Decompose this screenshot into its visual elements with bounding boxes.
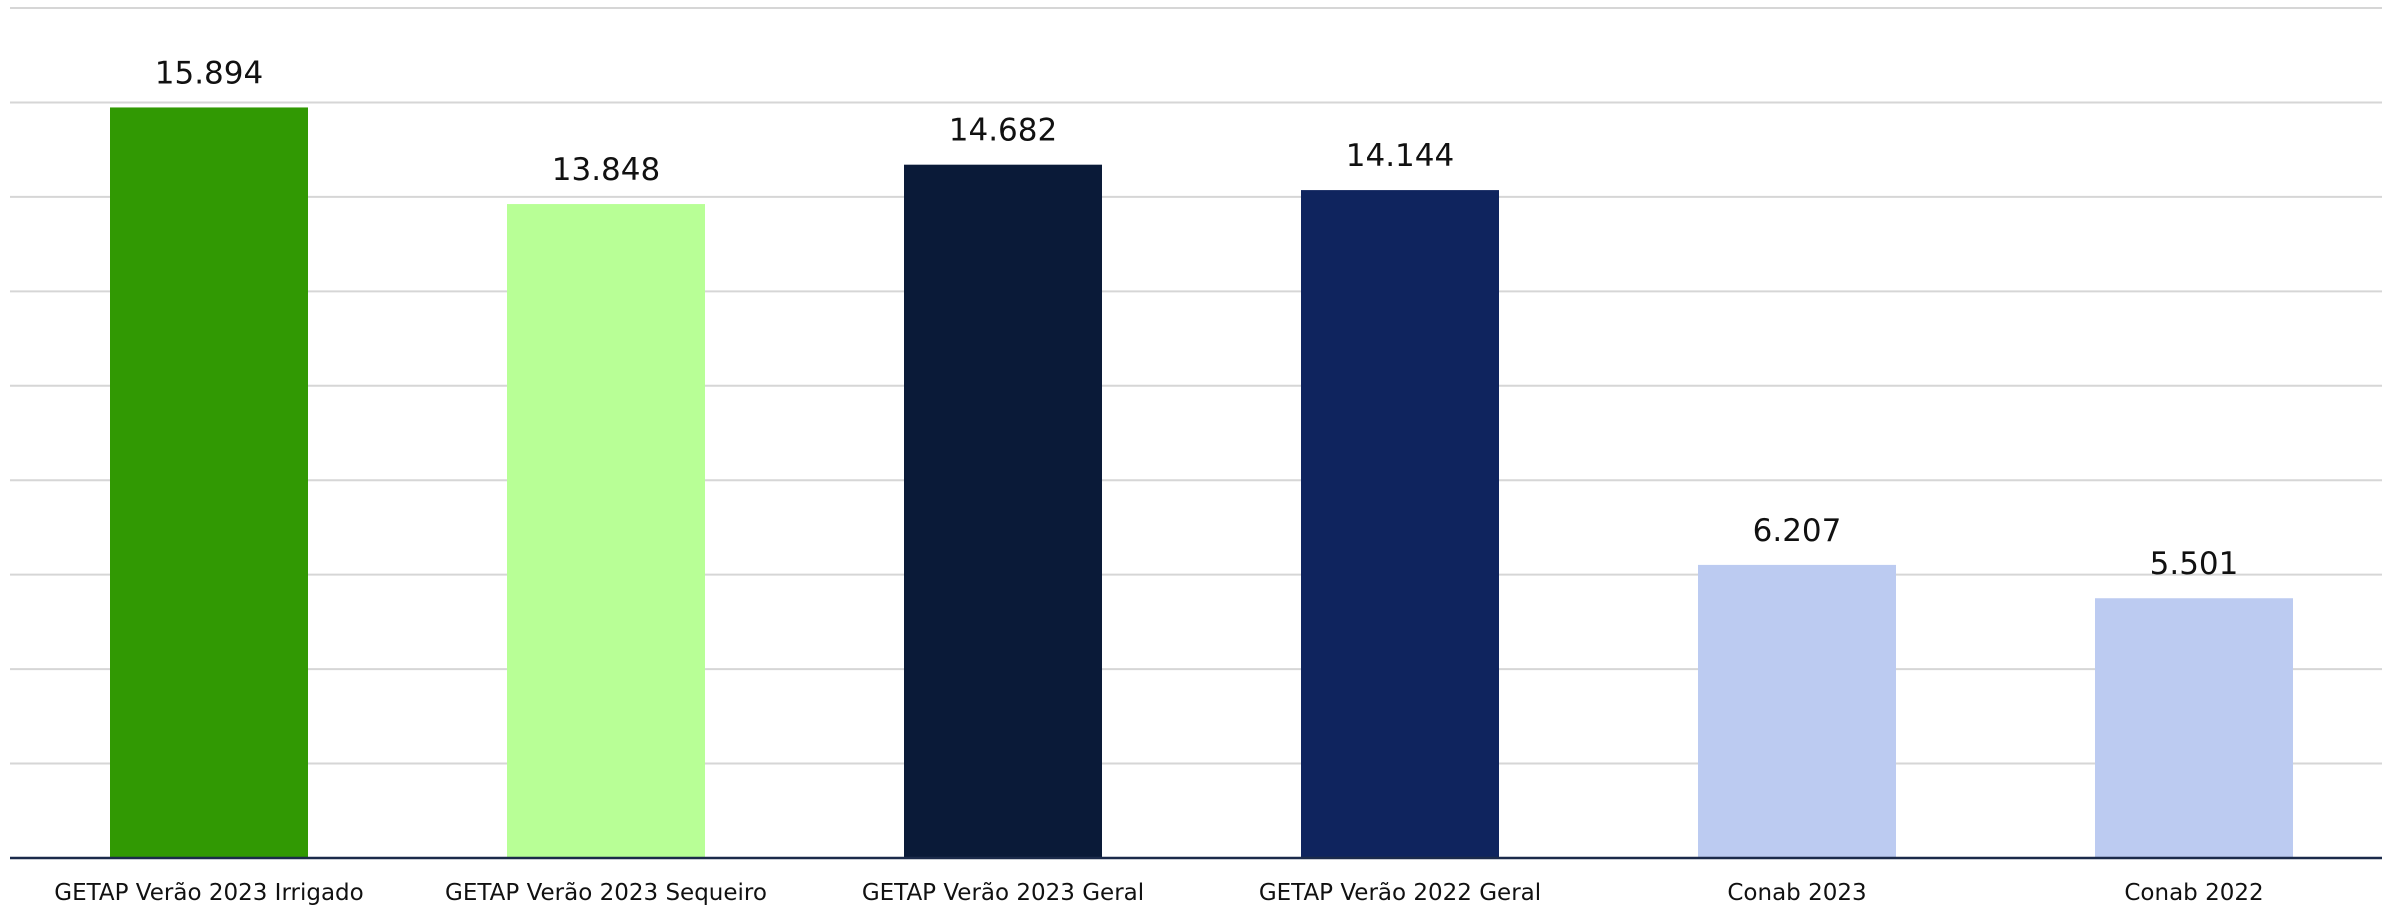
x-tick-label: Conab 2023 (1727, 880, 1866, 906)
data-labels: 15.894 13.848 14.682 14.144 6.207 5.501 (155, 55, 2239, 582)
bar (110, 107, 308, 858)
bar (904, 164, 1102, 858)
x-tick-label: GETAP Verão 2023 Sequeiro (445, 880, 767, 906)
gridlines (10, 7, 2382, 765)
x-tick-label: GETAP Verão 2023 Geral (862, 880, 1144, 906)
x-tick-label: Conab 2022 (2124, 880, 2263, 906)
bar (507, 204, 705, 859)
x-tick-label: GETAP Verão 2023 Irrigado (54, 880, 363, 906)
bars (110, 107, 2293, 859)
data-label: 14.682 (949, 113, 1057, 149)
bar (2095, 598, 2293, 858)
x-tick-label: GETAP Verão 2022 Geral (1259, 880, 1541, 906)
bar (1301, 190, 1499, 859)
data-label: 14.144 (1346, 138, 1454, 174)
data-label: 15.894 (155, 55, 263, 91)
data-label: 5.501 (2150, 546, 2239, 582)
data-label: 13.848 (552, 152, 660, 188)
x-tick-labels: GETAP Verão 2023 Irrigado GETAP Verão 202… (54, 880, 2263, 906)
data-label: 6.207 (1753, 513, 1842, 549)
bar (1698, 564, 1896, 858)
